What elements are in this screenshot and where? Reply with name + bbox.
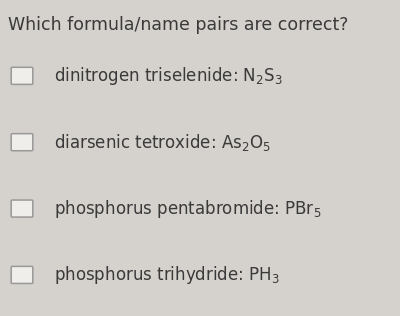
- FancyBboxPatch shape: [11, 200, 33, 217]
- Text: Which formula/name pairs are correct?: Which formula/name pairs are correct?: [8, 16, 348, 34]
- FancyBboxPatch shape: [11, 134, 33, 151]
- Text: phosphorus trihydride: $\mathrm{PH_3}$: phosphorus trihydride: $\mathrm{PH_3}$: [54, 264, 280, 286]
- FancyBboxPatch shape: [11, 266, 33, 283]
- Text: diarsenic tetroxide: $\mathrm{As_2O_5}$: diarsenic tetroxide: $\mathrm{As_2O_5}$: [54, 132, 271, 153]
- FancyBboxPatch shape: [11, 67, 33, 84]
- Text: dinitrogen triselenide: $\mathrm{N_2S_3}$: dinitrogen triselenide: $\mathrm{N_2S_3}…: [54, 65, 283, 87]
- Text: phosphorus pentabromide: $\mathrm{PBr_5}$: phosphorus pentabromide: $\mathrm{PBr_5}…: [54, 198, 321, 220]
